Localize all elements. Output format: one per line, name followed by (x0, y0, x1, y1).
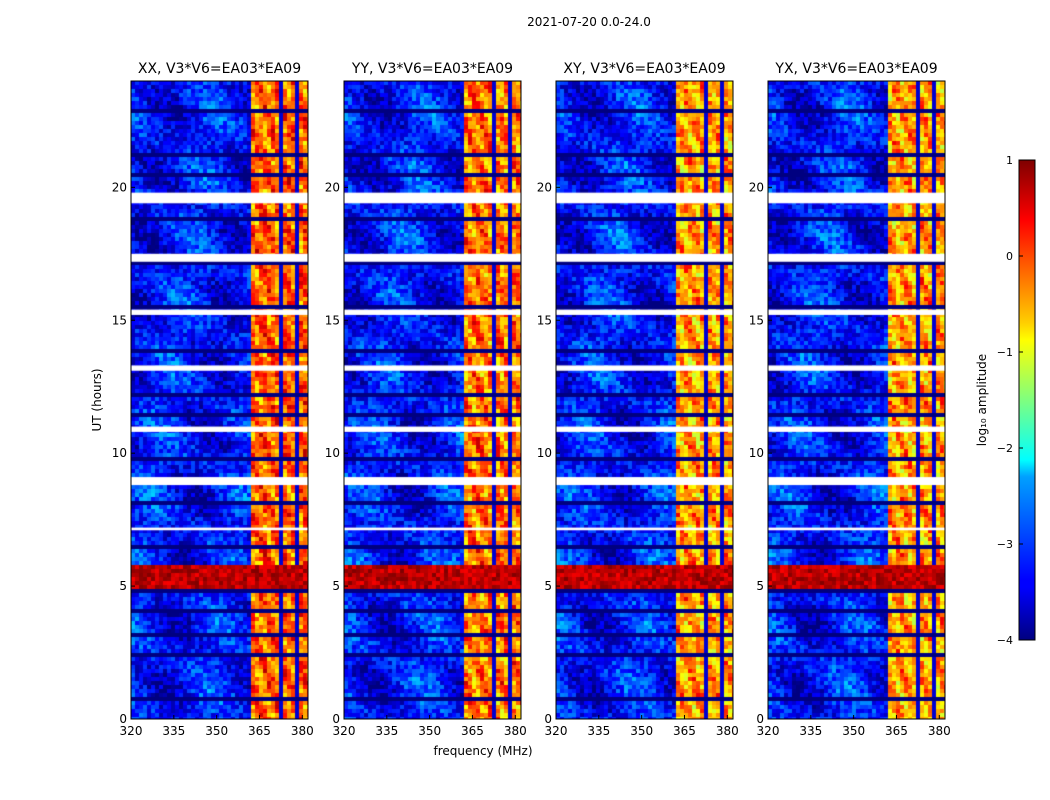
x-axis-label: frequency (MHz) (433, 744, 532, 758)
y-tick-label: 15 (537, 313, 552, 327)
y-tick-label: 10 (749, 446, 764, 460)
panels-layer: XX, V3*V6=EA03*EA09 320 335 350 365 380 0 5 10 15… (112, 61, 951, 738)
y-tick-label: 0 (119, 712, 127, 726)
x-tick-label: 320 (333, 724, 356, 738)
panel-title: YX, V3*V6=EA03*EA09 (774, 61, 937, 77)
panel-frame (555, 80, 734, 720)
y-tick-label: 15 (749, 313, 764, 327)
colorbar-ticks: 1 0 −1 −2 −3 −4 (997, 154, 1023, 647)
colorbar-tick-label: −2 (997, 442, 1013, 455)
colorbar-tick-label: −3 (997, 538, 1013, 551)
heatmap-image (344, 81, 521, 719)
x-tick-label: 380 (928, 724, 951, 738)
y-tick-label: 20 (537, 180, 552, 194)
colorbar-tick-label: −1 (997, 346, 1013, 359)
y-tick-label: 5 (332, 579, 340, 593)
x-tick-label: 350 (205, 724, 228, 738)
panel-title: XY, V3*V6=EA03*EA09 (563, 61, 725, 77)
y-tick-label: 5 (756, 579, 764, 593)
x-tick-label: 365 (461, 724, 484, 738)
panel-frame (343, 80, 522, 720)
y-tick-label: 0 (544, 712, 552, 726)
x-tick-label: 335 (799, 724, 822, 738)
colorbar-tick-label: −4 (997, 634, 1013, 647)
y-tick-label: 20 (749, 180, 764, 194)
x-tick-label: 350 (842, 724, 865, 738)
y-tick-label: 20 (325, 180, 340, 194)
x-tick-label: 335 (375, 724, 398, 738)
figure-title: 2021-07-20 0.0-24.0 (527, 15, 651, 29)
y-tick-label: 10 (325, 446, 340, 460)
x-tick-label: 350 (630, 724, 653, 738)
y-tick-label: 5 (119, 579, 127, 593)
x-tick-label: 320 (757, 724, 780, 738)
colorbar-tick-label: 1 (1006, 154, 1013, 167)
heatmap-image (768, 81, 945, 719)
colorbar-tick-label: 0 (1006, 250, 1013, 263)
x-tick-label: 380 (504, 724, 527, 738)
y-axis-label: UT (hours) (90, 368, 104, 431)
panel-2: YY, V3*V6=EA03*EA09 320 335 350 365 380 0 5 10 15… (325, 61, 527, 738)
y-tick-label: 0 (756, 712, 764, 726)
y-tick-label: 0 (332, 712, 340, 726)
panel-1: XX, V3*V6=EA03*EA09 320 335 350 365 380 0 5 10 15… (112, 61, 314, 738)
y-tick-label: 15 (112, 313, 127, 327)
panel-4: YX, V3*V6=EA03*EA09 320 335 350 365 380 0 5 10 15… (749, 61, 951, 738)
x-tick-label: 350 (418, 724, 441, 738)
y-tick-label: 5 (544, 579, 552, 593)
y-tick-label: 10 (112, 446, 127, 460)
heatmap-image (556, 81, 733, 719)
x-tick-label: 380 (716, 724, 739, 738)
x-tick-label: 335 (587, 724, 610, 738)
panel-frame (767, 80, 946, 720)
colorbar-gradient (1018, 159, 1036, 641)
panel-frame (130, 80, 309, 720)
colorbar-label: log₁₀ amplitude (975, 354, 989, 446)
panel-3: XY, V3*V6=EA03*EA09 320 335 350 365 380 0 5 10 15… (537, 61, 739, 738)
y-tick-label: 20 (112, 180, 127, 194)
y-tick-label: 15 (325, 313, 340, 327)
x-tick-label: 335 (162, 724, 185, 738)
x-tick-label: 320 (120, 724, 143, 738)
x-tick-label: 365 (248, 724, 271, 738)
x-tick-label: 380 (291, 724, 314, 738)
panel-title: XX, V3*V6=EA03*EA09 (138, 61, 301, 77)
x-tick-label: 365 (673, 724, 696, 738)
heatmap-image (131, 81, 308, 719)
colorbar: 1 0 −1 −2 −3 −4 log₁₀ amplitude (975, 154, 1036, 647)
x-tick-label: 320 (545, 724, 568, 738)
panel-title: YY, V3*V6=EA03*EA09 (351, 61, 513, 77)
y-tick-label: 10 (537, 446, 552, 460)
x-tick-label: 365 (885, 724, 908, 738)
